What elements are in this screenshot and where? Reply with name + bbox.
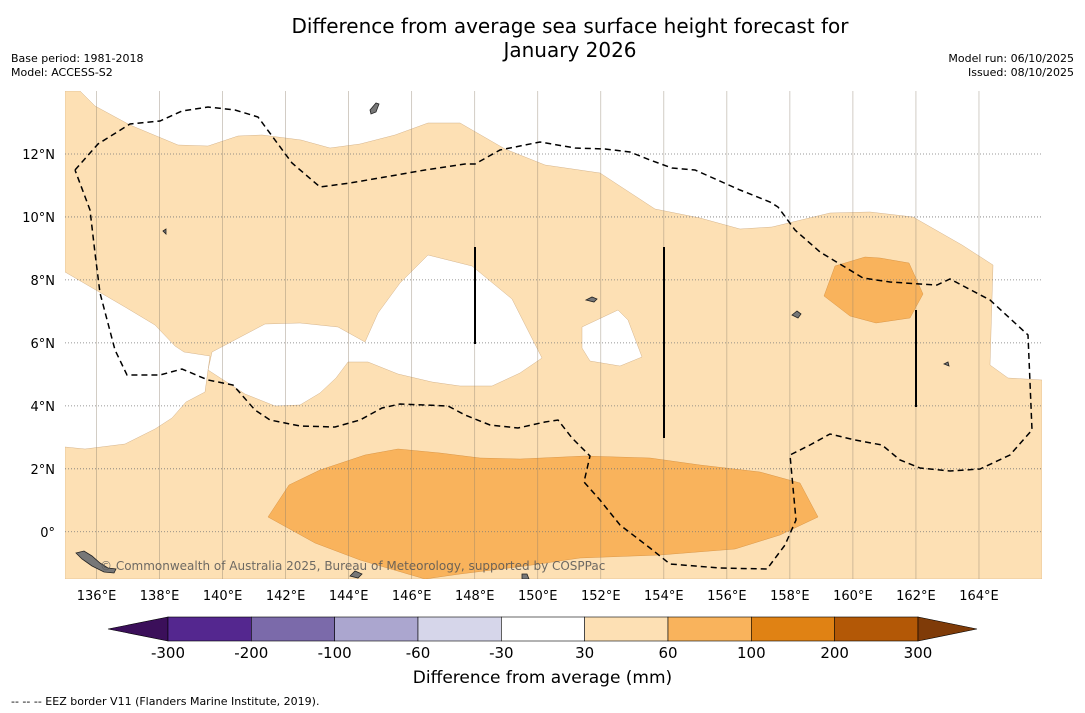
- map-title: Difference from average sea surface heig…: [0, 14, 1085, 62]
- latitude-tick-label: 4°N: [31, 400, 56, 415]
- longitude-tick-label: 156°E: [707, 589, 747, 604]
- island-chuuk: [584, 296, 598, 303]
- colorbar-tick-label: -300: [151, 644, 185, 662]
- longitude-tick-label: 162°E: [896, 589, 936, 604]
- colorbar-tick-label: 200: [820, 644, 849, 662]
- reference-lines: [474, 247, 917, 438]
- island-new-guinea-north: [75, 550, 117, 574]
- colorbar-tick-label: 100: [737, 644, 766, 662]
- latitude-tick-label: 2°N: [31, 463, 56, 478]
- colorbar-tick-label: 300: [904, 644, 933, 662]
- title-line-1: Difference from average sea surface heig…: [291, 14, 849, 38]
- longitude-tick-label: 150°E: [518, 589, 558, 604]
- meta-right: Model run: 06/10/2025 Issued: 08/10/2025: [948, 52, 1074, 80]
- island-guam: [369, 102, 380, 115]
- colorbar-tick-label: -200: [234, 644, 268, 662]
- colorbar-label: Difference from average (mm): [412, 668, 673, 688]
- latitude-tick-label: 10°N: [22, 211, 55, 226]
- eez-border: [74, 106, 1033, 570]
- colorbar-segment: [417, 616, 502, 642]
- base-period: Base period: 1981-2018: [11, 52, 144, 65]
- meta-left: Base period: 1981-2018 Model: ACCESS-S2: [11, 52, 143, 80]
- colorbar-segment: [667, 616, 752, 642]
- colorbar-segment: [834, 616, 919, 642]
- model-name: Model: ACCESS-S2: [11, 66, 113, 79]
- islands: [75, 102, 950, 579]
- eez-footnote: -- -- -- EEZ border V11 (Flanders Marine…: [11, 695, 320, 708]
- colorbar-segment: [751, 616, 835, 642]
- longitude-tick-label: 154°E: [644, 589, 684, 604]
- colorbar-extend-low: [107, 616, 169, 642]
- island-kosrae: [943, 361, 950, 367]
- island-manus: [521, 573, 530, 579]
- longitude-tick-label: 148°E: [455, 589, 495, 604]
- colorbar-extend-high: [917, 616, 978, 642]
- latitude-tick-label: 6°N: [31, 337, 56, 352]
- latitude-labels: 12°N 10°N 8°N 6°N 4°N 2°N 0°: [22, 148, 55, 541]
- colorbar-tick-label: 30: [575, 644, 594, 662]
- colorbar-segment: [167, 616, 252, 642]
- latitude-tick-label: 0°: [40, 526, 55, 541]
- colorbar-tick-label: -100: [318, 644, 352, 662]
- longitude-tick-label: 138°E: [140, 589, 180, 604]
- colorbar-tick-labels: -300 -200 -100 -60 -30 30 60 100 200 300: [151, 644, 932, 662]
- colorbar-tick-label: 60: [658, 644, 677, 662]
- latitude-tick-label: 8°N: [31, 274, 56, 289]
- map-area: © Commonwealth of Australia 2025, Bureau…: [65, 91, 1042, 579]
- colorbar-segment: [584, 616, 669, 642]
- anomaly-region-60-100-equator: [267, 448, 819, 579]
- longitude-tick-label: 152°E: [581, 589, 621, 604]
- colorbar-segment: [251, 616, 335, 642]
- longitude-tick-label: 142°E: [266, 589, 306, 604]
- island-pohnpei: [791, 310, 802, 319]
- colorbar-tick-label: -60: [406, 644, 431, 662]
- colorbar-segment: [501, 616, 585, 642]
- title-line-2: January 2026: [503, 38, 637, 62]
- colorbar-tick-label: -30: [489, 644, 514, 662]
- colorbar-segment: [334, 616, 419, 642]
- issued-date: Issued: 08/10/2025: [967, 66, 1074, 79]
- longitude-tick-label: 164°E: [959, 589, 999, 604]
- island-yap: [162, 228, 167, 235]
- latitude-tick-label: 12°N: [22, 148, 55, 163]
- longitude-tick-label: 158°E: [770, 589, 810, 604]
- anomaly-region-30-60: [65, 91, 1042, 579]
- island-mussau: [349, 570, 363, 579]
- longitude-tick-label: 146°E: [392, 589, 432, 604]
- longitude-tick-label: 136°E: [77, 589, 117, 604]
- copyright-text: © Commonwealth of Australia 2025, Bureau…: [100, 559, 605, 573]
- longitude-labels: 136°E 138°E 140°E 142°E 144°E 146°E 148°E 150°E…: [77, 589, 999, 604]
- model-run: Model run: 06/10/2025: [948, 52, 1074, 65]
- longitude-tick-label: 144°E: [329, 589, 369, 604]
- colorbar: [107, 616, 978, 642]
- longitude-tick-label: 160°E: [833, 589, 873, 604]
- longitude-tick-label: 140°E: [203, 589, 243, 604]
